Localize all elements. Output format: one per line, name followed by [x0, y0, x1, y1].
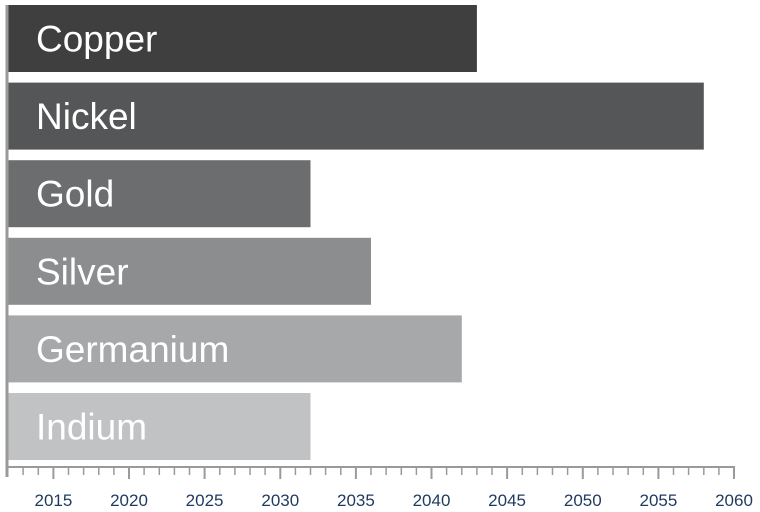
bar-label-copper: Copper — [36, 19, 157, 60]
x-tick-label: 2025 — [186, 491, 224, 510]
x-tick-label: 2030 — [261, 491, 299, 510]
bar-label-indium: Indium — [36, 407, 147, 448]
bar-germanium — [8, 315, 462, 383]
bar-nickel — [8, 82, 704, 150]
x-tick-label: 2020 — [110, 491, 148, 510]
bar-indium — [8, 393, 311, 460]
x-tick-label: 2050 — [564, 491, 602, 510]
x-tick-label: 2060 — [715, 491, 753, 510]
bar-silver — [8, 237, 371, 305]
x-tick-label: 2045 — [488, 491, 526, 510]
bar-label-gold: Gold — [36, 174, 114, 215]
bar-label-nickel: Nickel — [36, 96, 137, 137]
x-tick-label: 2040 — [413, 491, 451, 510]
x-axis: 2015 2020 2025 2030 2035 2040 2045 2050 2055 2060 — [5, 5, 753, 510]
bar-label-germanium: Germanium — [36, 329, 229, 370]
bar-copper — [8, 5, 477, 72]
x-tick-label: 2055 — [639, 491, 677, 510]
bar-label-silver: Silver — [36, 251, 129, 292]
x-tick-label: 2035 — [337, 491, 375, 510]
bars-group: Copper Nickel Gold Silver Germanium Indium — [8, 5, 704, 460]
bar-gold — [8, 160, 311, 228]
x-tick-label: 2015 — [34, 491, 72, 510]
